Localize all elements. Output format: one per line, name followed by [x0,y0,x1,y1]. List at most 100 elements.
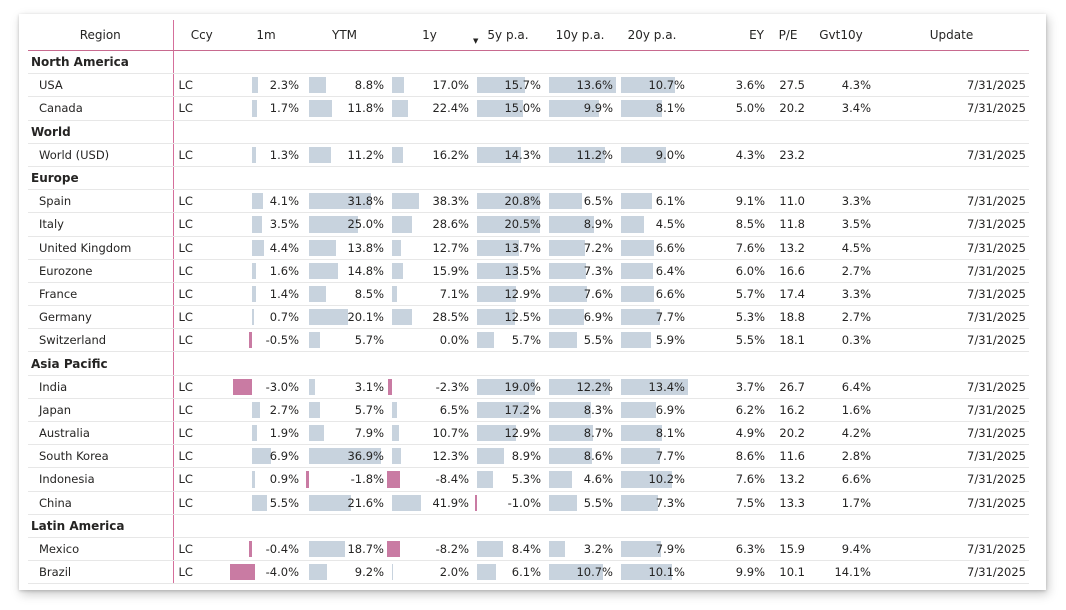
return-bar-ytm [309,494,352,511]
table-row[interactable]: India LC -3.0% 3.1% -2.3% 19.0% 12.2% 13.4% 3.7%… [28,375,1029,399]
return-cell-ytm: 9.2% [302,560,387,585]
currency-cell: LC [173,421,230,446]
return-cell-m1: -0.4% [230,537,302,562]
col-header-1y[interactable]: 1y [387,20,472,51]
return-value-m1: 1.6% [269,263,299,278]
group-row[interactable]: North America [28,50,1029,75]
col-header-5y[interactable]: ▼ 5y p.a. [472,20,544,51]
group-row[interactable]: Asia Pacific [28,351,1029,376]
return-cell-y10: 6.5% [544,189,616,214]
table-row[interactable]: Indonesia LC 0.9% -1.8% -8.4% 5.3% 4.6% 10.2% 7.… [28,467,1029,492]
return-bar-m1 [252,146,256,163]
return-cell-y5: 17.2% [472,398,544,423]
earnings-yield-cell: 5.5% [688,328,768,353]
return-bar-y20 [621,309,660,326]
gvt10y-cell [808,143,874,167]
return-value-y1: 17.0% [432,78,469,93]
table-row[interactable]: France LC 1.4% 8.5% 7.1% 12.9% 7.6% 6.6% 5.7% 17.… [28,282,1029,307]
table-row[interactable]: Italy LC 3.5% 25.0% 28.6% 20.5% 8.9% 4.5% 8.5% 11… [28,212,1029,237]
group-row[interactable]: Europe [28,166,1029,191]
return-value-y20: 13.4% [648,379,685,394]
return-cell-ytm: -1.8% [302,467,387,492]
table-row[interactable]: Canada LC 1.7% 11.8% 22.4% 15.0% 9.9% 8.1% 5.0% 2… [28,96,1029,121]
region-name: Indonesia [28,467,174,492]
return-cell-y20: 9.0% [616,143,688,167]
return-value-m1: 1.3% [269,147,299,162]
return-bar-ytm [309,332,321,349]
update-date-cell: 7/31/2025 [874,212,1029,237]
return-value-y1: 10.7% [432,426,469,441]
return-value-m1: 6.9% [269,449,299,464]
return-bar-y20 [621,239,654,256]
col-header-ccy[interactable]: Ccy [173,20,230,51]
table-row[interactable]: Eurozone LC 1.6% 14.8% 15.9% 13.5% 7.3% 6.4% 6.0… [28,259,1029,283]
return-cell-y5: 15.7% [472,73,544,98]
return-cell-y10: 9.9% [544,96,616,121]
return-cell-y20: 6.1% [616,189,688,214]
table-row[interactable]: Japan LC 2.7% 5.7% 6.5% 17.2% 8.3% 6.9% 6.2% 16.2… [28,398,1029,423]
return-cell-m1: -3.0% [230,375,302,399]
return-value-y10: 6.5% [583,194,613,209]
return-bar-y20 [621,146,666,163]
col-header-gvt10y[interactable]: Gvt10y [808,20,874,51]
return-value-ytm: 9.2% [354,565,384,580]
table-row[interactable]: Mexico LC -0.4% 18.7% -8.2% 8.4% 3.2% 7.9% 6.3% 1… [28,537,1029,562]
return-bar-y10 [549,471,572,488]
gvt10y-cell: 4.5% [808,236,874,260]
return-bar-y1 [392,309,412,326]
table-row[interactable]: China LC 5.5% 21.6% 41.9% -1.0% 5.5% 7.3% 7.5% 13… [28,491,1029,515]
return-bar-y10 [549,564,603,581]
update-date-cell: 7/31/2025 [874,537,1029,562]
return-bar-m1 [252,239,265,256]
return-bar-ytm [309,285,326,303]
return-bar-y20 [621,425,662,442]
earnings-yield-cell: 8.6% [688,444,768,469]
col-header-ytm[interactable]: YTM [302,20,387,51]
return-value-y1: 7.1% [439,286,469,301]
table-row[interactable]: South Korea LC 6.9% 36.9% 12.3% 8.9% 8.6% 7.7% 8… [28,444,1029,469]
currency-cell: LC [173,398,230,423]
return-value-m1: 5.5% [269,495,299,510]
return-bar-ytm [309,262,338,279]
currency-cell: LC [173,305,230,330]
gvt10y-cell: 1.7% [808,491,874,515]
table-row[interactable]: World (USD) LC 1.3% 11.2% 16.2% 14.3% 11.2% 9.0… [28,143,1029,167]
return-value-ytm: 8.5% [354,286,384,301]
col-header-update[interactable]: Update [874,20,1029,51]
return-value-y20: 10.1% [648,565,685,580]
return-cell-y20: 4.5% [616,212,688,237]
return-bar-y10 [549,378,610,395]
return-value-y1: 6.5% [439,402,469,417]
return-cell-y20: 6.4% [616,259,688,283]
return-bar-ytm [309,448,381,465]
table-row[interactable]: Brazil LC -4.0% 9.2% 2.0% 6.1% 10.7% 10.1% 9.9% 1… [28,560,1029,585]
table-row[interactable]: United Kingdom LC 4.4% 13.8% 12.7% 13.7% 7.2% 6… [28,236,1029,260]
return-value-y10: 7.3% [583,263,613,278]
update-date-cell: 7/31/2025 [874,189,1029,214]
return-value-y20: 5.9% [655,333,685,348]
col-header-10y[interactable]: 10y p.a. [544,20,616,51]
table-row[interactable]: Australia LC 1.9% 7.9% 10.7% 12.9% 8.7% 8.1% 4.9… [28,421,1029,446]
table-row[interactable]: Germany LC 0.7% 20.1% 28.5% 12.5% 6.9% 7.7% 5.3%… [28,305,1029,330]
group-row[interactable]: World [28,120,1029,144]
return-bar-y10 [549,332,577,349]
table-row[interactable]: USA LC 2.3% 8.8% 17.0% 15.7% 13.6% 10.7% 3.6% 27.… [28,73,1029,98]
return-bar-m1 [252,471,255,488]
return-cell-y10: 8.7% [544,421,616,446]
col-header-region[interactable]: Region [28,20,174,51]
col-header-pe[interactable]: P/E [768,20,808,51]
return-value-m1: -3.0% [265,379,299,394]
col-header-ey[interactable]: EY [688,20,768,51]
table-row[interactable]: Switzerland LC -0.5% 5.7% 0.0% 5.7% 5.5% 5.9% 5.… [28,328,1029,353]
sort-descending-icon[interactable]: ▼ [473,37,479,45]
table-row[interactable]: Spain LC 4.1% 31.8% 38.3% 20.8% 6.5% 6.1% 9.1% 11… [28,189,1029,214]
col-header-20y[interactable]: 20y p.a. [616,20,688,51]
group-row[interactable]: Latin America [28,514,1029,538]
return-cell-ytm: 14.8% [302,259,387,283]
col-header-1m[interactable]: 1m [230,20,302,51]
return-bar-y10 [549,262,586,279]
return-cell-y20: 7.3% [616,491,688,515]
pe-cell: 16.2 [768,398,808,423]
return-value-y20: 6.6% [655,240,685,255]
earnings-yield-cell: 6.0% [688,259,768,283]
